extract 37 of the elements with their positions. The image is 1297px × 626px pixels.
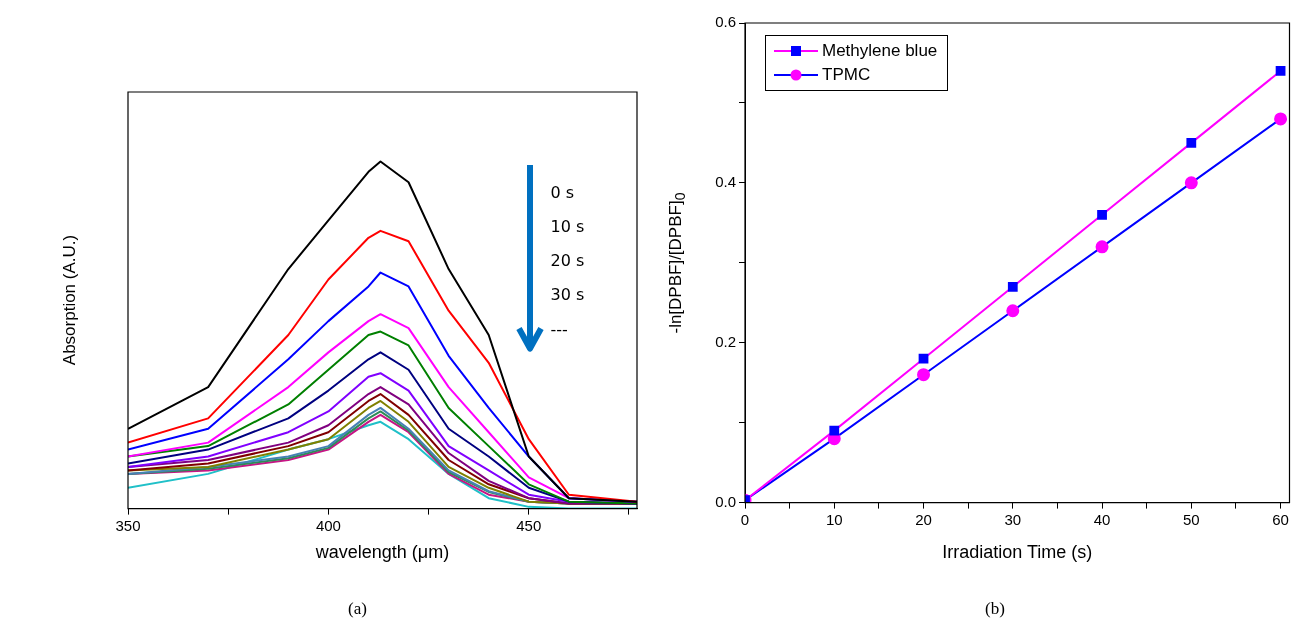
x-tick-label: 350 [115,516,141,534]
point [1184,176,1198,190]
point [1097,209,1107,220]
point [917,368,931,382]
annotation: 30 s [550,284,585,304]
annotation: 0 s [550,182,575,202]
y-tick-label: 0.2 [715,332,736,350]
legend-label: TPMC [822,65,871,85]
text: (b) [985,599,1005,619]
x-axis-title: wavelength (μm) [314,541,450,562]
point [829,425,840,436]
annotation: 10 s [550,216,585,236]
point [1006,304,1020,318]
annotation: 20 s [550,250,585,270]
x-tick-label: 30 [1004,510,1022,528]
point [918,353,929,364]
point [1007,281,1018,292]
x-tick-label: 10 [825,510,843,528]
point [1275,66,1286,76]
point [1095,240,1109,254]
annotation: --- [550,319,568,339]
x-tick-label: 40 [1093,510,1111,528]
x-tick-label: 400 [315,516,341,534]
y-axis-title: Absorption (A.U.) [60,235,80,366]
point [1186,138,1197,148]
x-tick-label: 50 [1182,510,1200,528]
y-tick-label: 0.6 [715,13,736,31]
x-tick-label: 20 [915,510,932,528]
legend-label: Methylene blue [822,41,938,61]
x-tick-label: 60 [1272,510,1289,528]
y-tick-label: 0.4 [715,173,736,191]
x-axis-title: Irradiation Time (s) [942,541,1093,562]
text: (a) [348,599,367,619]
point [1274,112,1288,126]
y-tick-label: 0.0 [715,492,736,510]
x-tick-label: 0 [740,510,750,528]
x-tick-label: 450 [516,516,542,534]
